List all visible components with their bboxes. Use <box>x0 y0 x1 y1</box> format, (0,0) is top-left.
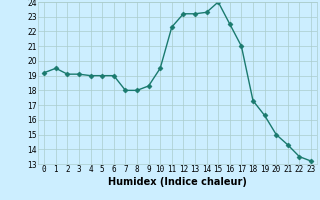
X-axis label: Humidex (Indice chaleur): Humidex (Indice chaleur) <box>108 177 247 187</box>
